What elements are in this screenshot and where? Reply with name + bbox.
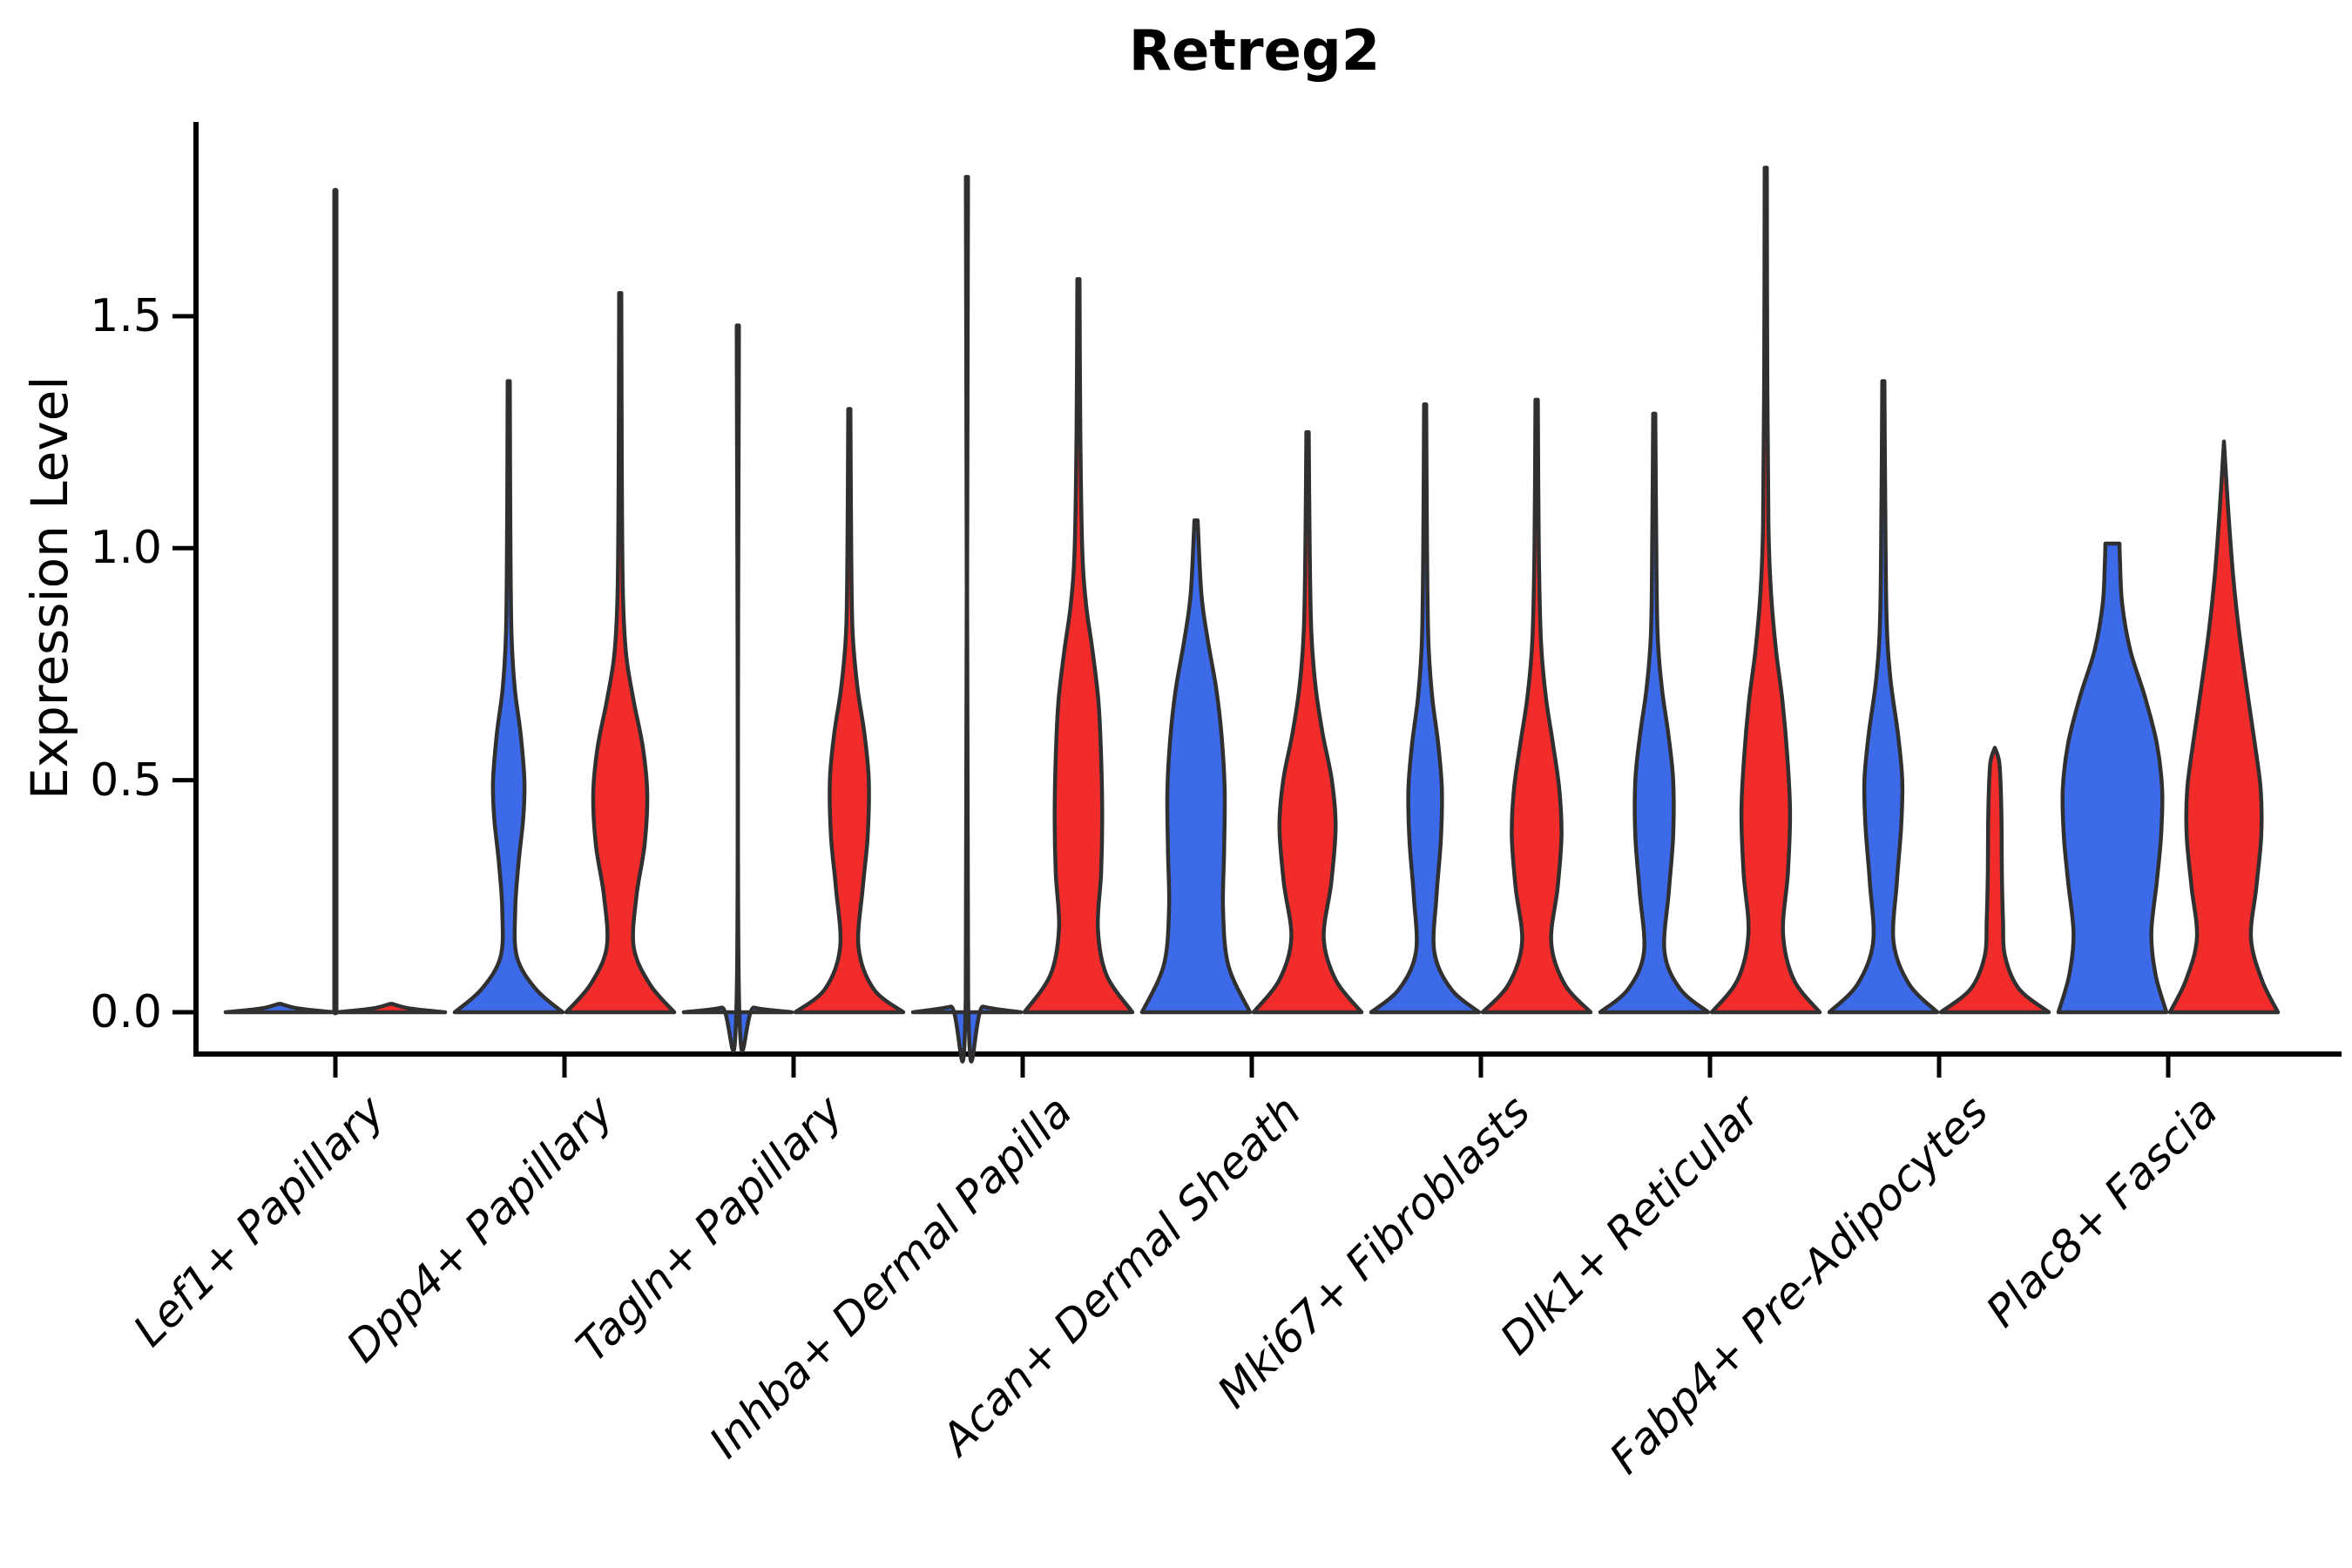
violin-mki67-fibroblasts-right xyxy=(1480,397,1593,1015)
violin-plac8-fascia-left xyxy=(2056,541,2169,1015)
y-tick-label-0.5: 0.5 xyxy=(90,754,162,807)
violin-fabp4-pre-adipocytes-right xyxy=(1938,746,2051,1015)
violin-mki67-fibroblasts-left xyxy=(1369,402,1482,1015)
violin-acan-dermal-sheath-left xyxy=(1139,518,1253,1015)
y-axis-label: Expression Level xyxy=(20,375,79,801)
chart-title: Retreg2 xyxy=(1128,19,1381,84)
y-tick-label-1.0: 1.0 xyxy=(90,522,162,575)
violin-dpp4-papillary-right xyxy=(564,291,677,1015)
violin-lef1-papillary-right xyxy=(335,1002,448,1015)
violin-inhba-dermal-papilla-right xyxy=(1022,277,1135,1015)
y-tick-label-0.0: 0.0 xyxy=(90,986,162,1038)
violin-acan-dermal-sheath-right xyxy=(1251,429,1364,1015)
violin-dpp4-papillary-left xyxy=(452,379,565,1015)
violin-inhba-dermal-papilla-left xyxy=(910,174,1024,1064)
violin-fabp4-pre-adipocytes-left xyxy=(1827,379,1940,1015)
y-tick-label-1.5: 1.5 xyxy=(90,289,162,342)
violin-dlk1-reticular-right xyxy=(1709,166,1822,1015)
violin-lef1-papillary-left xyxy=(223,1002,336,1015)
violin-plac8-fascia-right xyxy=(2167,439,2281,1015)
violin-dlk1-reticular-left xyxy=(1598,411,1711,1015)
violin-tagln-papillary-right xyxy=(793,407,906,1015)
violin-tagln-papillary-left xyxy=(681,323,794,1053)
